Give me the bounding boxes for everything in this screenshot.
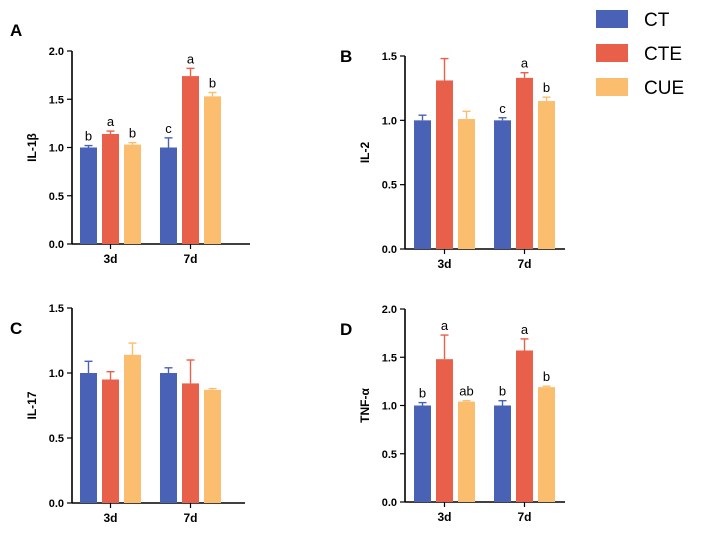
significance-label: a [521, 56, 529, 71]
y-axis-title: IL-1β [25, 133, 39, 162]
x-tick-label: 3d [437, 257, 451, 271]
panels: AIL-1β0.00.51.01.52.0bab3dcab7dBIL-20.00… [10, 21, 565, 525]
panel-c: C IL-17 0.0 0.5 1.0 1.5 3d 7d [10, 303, 245, 525]
significance-label: b [85, 129, 92, 144]
bar-ct-3d [414, 405, 431, 502]
x-tick-label: 7d [183, 511, 197, 525]
x-tick-label: 3d [103, 511, 117, 525]
y-tick-label: 1.0 [49, 368, 64, 380]
legend-label-cte: CTE [644, 44, 682, 65]
significance-label: b [543, 80, 550, 95]
bar-cte-7d [516, 350, 533, 502]
y-tick-label: 1.5 [382, 352, 397, 364]
legend: CT CTE CUE [596, 10, 684, 99]
panel-letter: C [10, 319, 22, 338]
y-tick-label: 1.0 [49, 143, 64, 155]
bar-cue-7d [204, 389, 221, 503]
legend-swatch-ct [596, 10, 628, 28]
bar-cue-3d [458, 119, 475, 250]
bar-ct-7d [494, 405, 511, 502]
bar-cte-7d [182, 76, 199, 244]
y-tick-label: 1.0 [382, 115, 397, 127]
y-tick-label: 0.0 [49, 498, 64, 510]
legend-label-cue: CUE [644, 78, 684, 99]
panel-b: B IL-2 0.0 0.5 1.0 1.5 3d c ab 7d [340, 47, 565, 271]
y-tick-label: 1.0 [382, 401, 397, 413]
significance-label: a [187, 51, 195, 66]
y-tick-label: 2.0 [382, 304, 397, 316]
bar-cue-3d [124, 144, 141, 244]
significance-label: c [499, 101, 506, 116]
bar-ct-3d [80, 373, 97, 503]
y-tick-label: 0.0 [49, 239, 64, 251]
bar-cte-7d [182, 383, 199, 503]
y-tick-label: 1.5 [382, 51, 397, 63]
legend-swatch-cte [596, 44, 628, 62]
panel-letter: D [340, 320, 352, 339]
significance-label: c [165, 121, 172, 136]
legend-swatch-cue [596, 78, 628, 96]
y-tick-label: 0.5 [382, 449, 397, 461]
y-tick-label: 2.0 [49, 46, 64, 58]
bar-cue-7d [538, 387, 555, 502]
y-axis-title: TNF-α [358, 388, 372, 423]
significance-label: b [129, 126, 136, 141]
significance-label: b [499, 384, 506, 399]
x-tick-label: 7d [517, 257, 531, 271]
y-tick-label: 0.5 [49, 191, 64, 203]
bar-cue-7d [538, 101, 555, 250]
y-tick-label: 0.5 [382, 180, 397, 192]
significance-label: a [107, 114, 115, 129]
bar-cte-7d [516, 77, 533, 249]
y-axis-title: IL-2 [358, 142, 372, 164]
x-tick-label: 7d [517, 510, 531, 524]
bar-cte-3d [436, 80, 453, 250]
legend-label-ct: CT [644, 10, 670, 31]
y-tick-label: 1.5 [49, 94, 64, 106]
bar-cte-3d [436, 359, 453, 502]
bar-cte-3d [102, 133, 119, 244]
bar-cue-3d [124, 354, 141, 503]
significance-label: a [521, 322, 529, 337]
y-tick-label: 0.0 [382, 497, 397, 509]
x-tick-label: 3d [103, 252, 117, 266]
bar-ct-7d [494, 120, 511, 249]
bar-ct-7d [160, 373, 177, 503]
bar-cte-3d [102, 379, 119, 503]
significance-label: ab [459, 384, 473, 399]
bar-ct-3d [414, 120, 431, 249]
bar-ct-3d [80, 147, 97, 244]
bar-ct-7d [160, 147, 177, 244]
y-axis-title: IL-17 [25, 391, 39, 419]
x-tick-label: 3d [437, 510, 451, 524]
panel-letter: A [10, 21, 22, 40]
bar-cue-7d [204, 96, 221, 244]
significance-label: b [543, 369, 550, 384]
significance-label: a [441, 318, 449, 333]
significance-label: b [419, 386, 426, 401]
bar-cue-3d [458, 401, 475, 502]
significance-label: b [209, 75, 216, 90]
y-tick-label: 1.5 [49, 303, 64, 315]
y-tick-label: 0.0 [382, 244, 397, 256]
x-tick-label: 7d [183, 252, 197, 266]
panel-letter: B [340, 47, 352, 66]
y-tick-label: 0.5 [49, 433, 64, 445]
